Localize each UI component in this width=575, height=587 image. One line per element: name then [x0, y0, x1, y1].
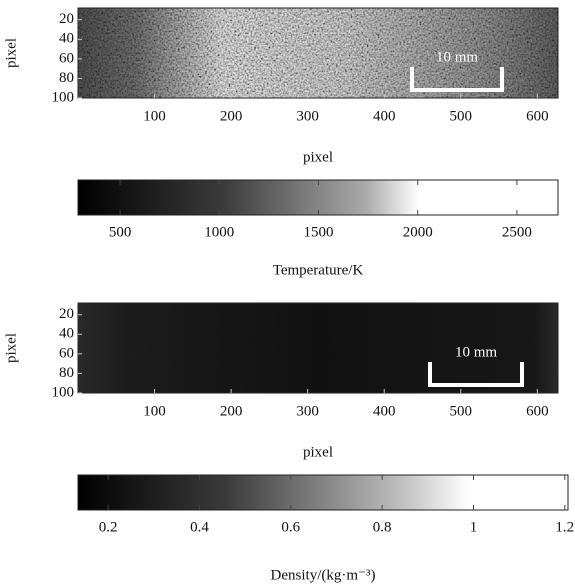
x-tick-label: 500	[450, 403, 473, 419]
colorbar-label: Density/(kg·m⁻³)	[271, 567, 376, 583]
colorbar-tick-label: 0.4	[190, 519, 209, 535]
y-tick-label: 60	[59, 345, 74, 361]
y-tick-label: 80	[59, 365, 74, 381]
x-tick-label: 300	[296, 108, 319, 124]
x-tick-label: 500	[450, 108, 473, 124]
colorbar	[77, 474, 569, 511]
colorbar-tick-label: 0.2	[99, 519, 118, 535]
scale-bar-label: 10 mm	[436, 49, 478, 65]
x-tick-label: 100	[143, 108, 166, 124]
x-tick-label: 400	[373, 403, 396, 419]
colorbar-tick-label: 1000	[204, 224, 234, 240]
colorbar-tick-label: 1	[470, 519, 478, 535]
colorbar-tick-label: 500	[109, 224, 132, 240]
image-frame	[77, 302, 559, 394]
y-tick-label: 40	[59, 326, 74, 342]
x-tick-label: 600	[526, 403, 549, 419]
image-texture	[78, 8, 558, 98]
x-axis-label: pixel	[303, 149, 333, 165]
image-texture	[78, 303, 558, 393]
x-tick-label: 200	[220, 108, 243, 124]
image-frame	[77, 7, 559, 99]
y-tick-label: 80	[59, 70, 74, 86]
x-tick-label: 100	[143, 403, 166, 419]
colorbar-tick-label: 1500	[303, 224, 333, 240]
colorbar-tick-label: 0.6	[281, 519, 300, 535]
x-axis-label: pixel	[303, 444, 333, 460]
y-axis-label: pixel	[3, 333, 19, 363]
y-tick-label: 20	[59, 11, 74, 27]
colorbar-label: Temperature/K	[273, 262, 364, 278]
y-tick-label: 60	[59, 50, 74, 66]
y-tick-label: 20	[59, 306, 74, 322]
y-tick-label: 100	[52, 384, 75, 400]
x-tick-label: 200	[220, 403, 243, 419]
y-tick-label: 100	[52, 89, 75, 105]
colorbar-tick-label: 1.2	[555, 519, 574, 535]
colorbar	[77, 179, 559, 216]
y-tick-label: 40	[59, 31, 74, 47]
scale-bar	[428, 362, 524, 387]
colorbar-tick-label: 0.8	[373, 519, 392, 535]
x-tick-label: 600	[526, 108, 549, 124]
colorbar-tick-label: 2000	[403, 224, 433, 240]
x-tick-label: 400	[373, 108, 396, 124]
y-axis-label: pixel	[3, 38, 19, 68]
scale-bar-label: 10 mm	[455, 344, 497, 360]
x-tick-label: 300	[296, 403, 319, 419]
colorbar-tick-label: 2500	[502, 224, 532, 240]
scale-bar	[410, 67, 504, 92]
